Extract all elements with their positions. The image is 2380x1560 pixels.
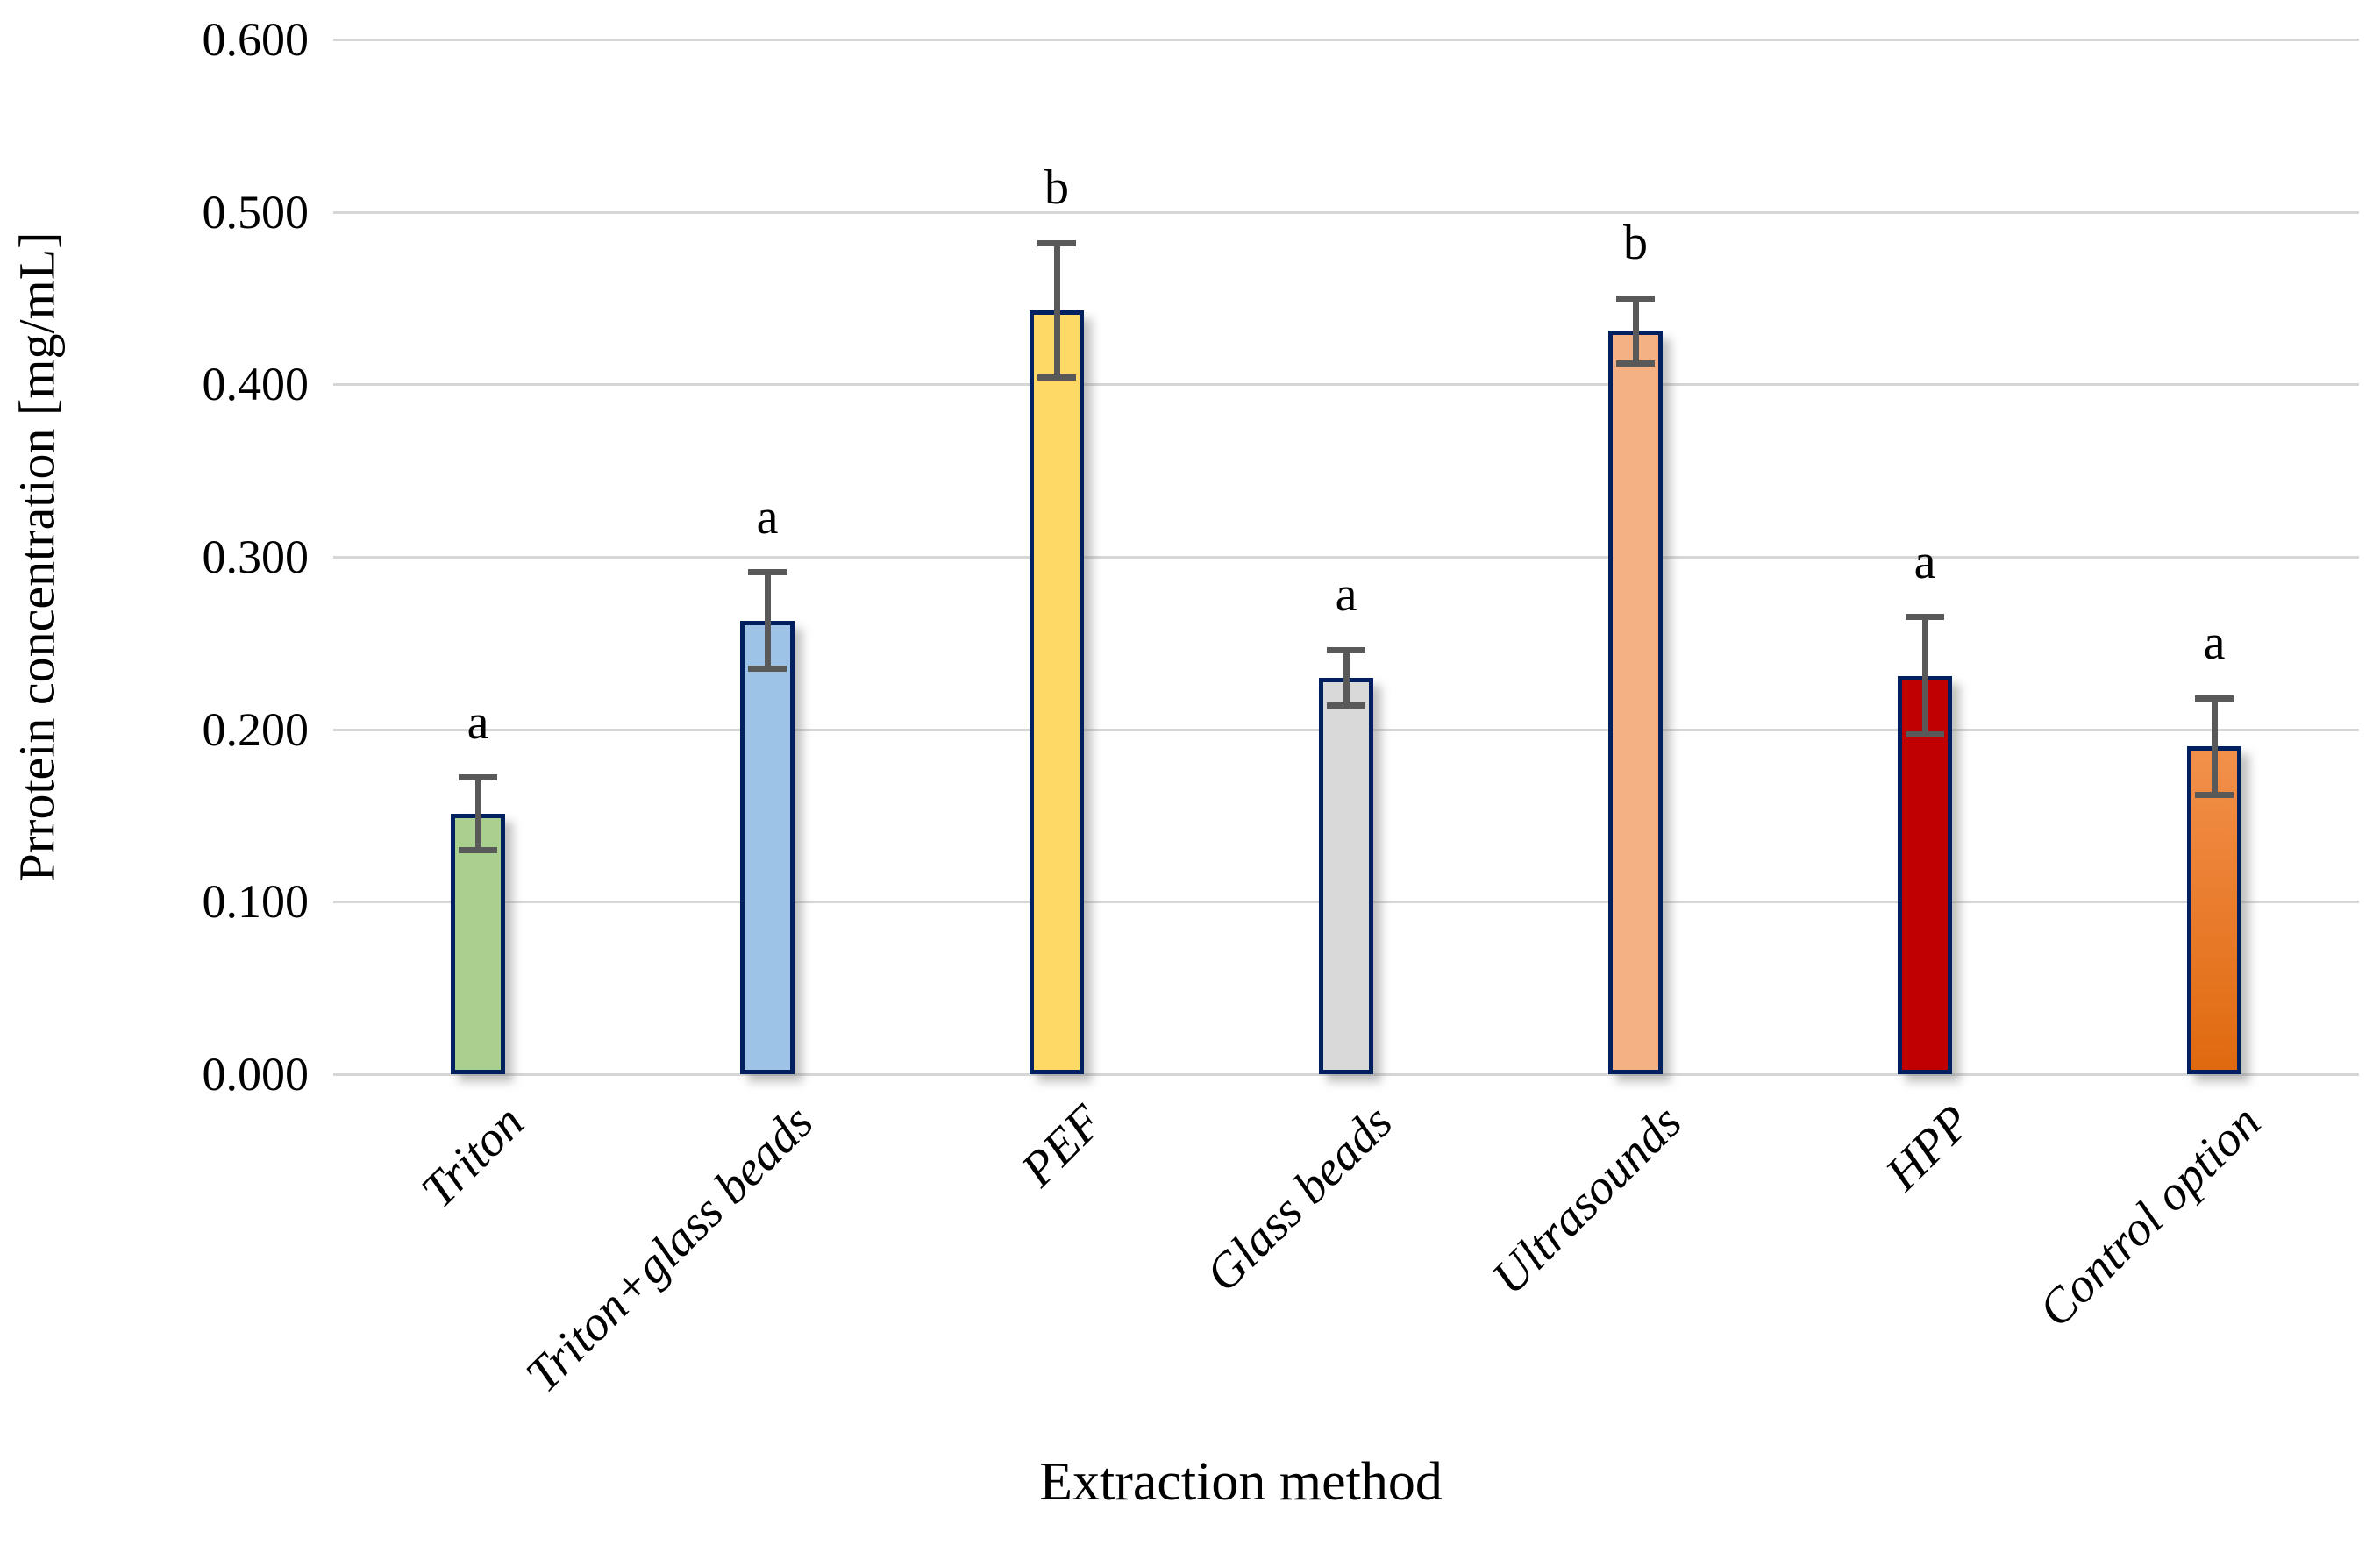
significance-letter: b — [1044, 160, 1069, 216]
error-bar-cap — [1906, 614, 1944, 621]
bar-pef — [1030, 310, 1084, 1074]
gridline — [333, 210, 2359, 214]
bar-ultrasounds — [1608, 331, 1663, 1074]
error-bar — [474, 777, 481, 851]
x-tick-label: PEF — [1011, 1094, 1114, 1198]
significance-letter: a — [1913, 534, 1936, 589]
error-bar-cap — [1616, 360, 1655, 367]
error-bar-cap — [459, 846, 497, 853]
x-tick-label: Triton — [410, 1094, 535, 1219]
error-bar — [1343, 650, 1350, 706]
x-tick-label: Triton+glass beads — [516, 1094, 824, 1403]
error-bar-cap — [1037, 239, 1076, 246]
significance-letter: b — [1623, 216, 1648, 270]
error-bar-cap — [1037, 374, 1076, 381]
bar-glass-beads — [1319, 677, 1373, 1074]
x-tick-label: Ultrasounds — [1481, 1094, 1692, 1306]
error-bar-cap — [2195, 791, 2234, 798]
y-tick-label: 0.400 — [202, 358, 310, 411]
y-tick-label: 0.200 — [202, 702, 310, 756]
error-bar — [2211, 698, 2218, 795]
gridline — [333, 1073, 2359, 1076]
x-tick-label: Glass beads — [1195, 1094, 1403, 1303]
error-bar-cap — [2195, 695, 2234, 702]
error-bar-cap — [1327, 702, 1365, 709]
gridline — [333, 383, 2359, 387]
bar-control-option — [2187, 746, 2241, 1074]
significance-letter: a — [756, 489, 779, 545]
gridline — [333, 39, 2359, 41]
error-bar-cap — [1327, 646, 1365, 653]
bar-hpp — [1898, 675, 1952, 1074]
x-tick-label: HPP — [1875, 1094, 1982, 1201]
error-bar-cap — [748, 666, 787, 673]
significance-letter: a — [467, 695, 489, 750]
y-tick-label: 0.300 — [202, 531, 310, 583]
x-axis-title: Extraction method — [1039, 1452, 1443, 1512]
error-bar-cap — [1906, 731, 1944, 738]
error-bar — [764, 572, 771, 669]
error-bar — [1053, 243, 1060, 378]
error-bar — [1632, 298, 1639, 364]
significance-letter: a — [2203, 616, 2226, 671]
y-tick-label: 0.100 — [202, 875, 310, 929]
y-tick-label: 0.000 — [202, 1048, 310, 1101]
x-tick-label: Control option — [2027, 1094, 2271, 1338]
error-bar-cap — [748, 569, 787, 576]
y-tick-label: 0.600 — [202, 13, 310, 66]
error-bar — [1921, 616, 1928, 735]
significance-letter: a — [1335, 567, 1357, 623]
bar-triton-glass-beads — [740, 620, 795, 1074]
y-tick-label: 0.500 — [202, 185, 310, 239]
error-bar-cap — [1616, 295, 1655, 302]
gridline — [333, 556, 2359, 559]
error-bar-cap — [459, 774, 497, 781]
